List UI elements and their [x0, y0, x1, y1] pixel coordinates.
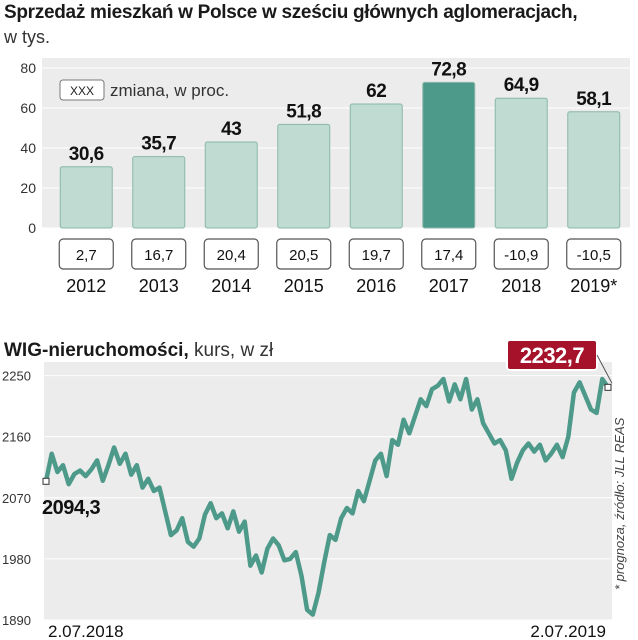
- bar-value-label: 35,7: [141, 134, 176, 155]
- y-tick-label: 0: [28, 220, 36, 236]
- bar-value-label: 51,8: [286, 101, 321, 122]
- y-tick-label: 1980: [2, 552, 31, 567]
- bar-value-label: 30,6: [69, 144, 104, 165]
- x-label-end: 2.07.2019: [530, 622, 606, 640]
- bar-value-label: 64,9: [504, 75, 539, 96]
- change-label: 19,7: [362, 247, 391, 264]
- y-tick-label: 60: [20, 100, 36, 116]
- y-tick-label: 2070: [2, 491, 31, 506]
- change-box: [421, 238, 477, 270]
- bar-value-label: 58,1: [576, 89, 612, 110]
- legend-box-label: XXX: [70, 84, 94, 98]
- wig-series-line: [43, 376, 611, 617]
- x-category-label: 2012: [66, 276, 106, 296]
- x-category-label: 2015: [284, 276, 324, 296]
- x-label-start: 2.07.2018: [48, 622, 124, 640]
- change-box: [348, 238, 404, 270]
- change-box: [58, 238, 114, 270]
- wig-title: WIG-nieruchomości, kurs, w zł: [4, 340, 273, 362]
- y-tick-label: 20: [20, 180, 36, 196]
- change-label: -10,9: [504, 247, 538, 264]
- y-tick-label: 2160: [2, 430, 31, 445]
- bar: [422, 81, 476, 229]
- change-label: 17,4: [434, 247, 463, 264]
- legend-box: [59, 79, 105, 101]
- bar-value-label: 43: [221, 119, 241, 140]
- y-tick-label: 1890: [2, 613, 31, 628]
- x-category-label: 2019*: [570, 276, 617, 296]
- bar: [349, 103, 403, 229]
- bar: [567, 111, 621, 229]
- y-tick-label: 40: [20, 140, 36, 156]
- last-point-marker: [604, 383, 612, 391]
- change-label: 16,7: [144, 247, 173, 264]
- bar-value-label: 72,8: [431, 59, 466, 80]
- change-box: [131, 238, 187, 270]
- chart-title: Sprzedaż mieszkań w Polsce w sześciu głó…: [4, 2, 578, 23]
- first-value-label: 2094,3: [42, 497, 101, 519]
- wig-title-bold: WIG-nieruchomości,: [4, 340, 189, 361]
- line-plot-background: [44, 362, 612, 620]
- x-category-label: 2016: [356, 276, 396, 296]
- bar: [494, 97, 548, 229]
- bar-chart: 0 20 40 60 80 XXX zmiana, w proc. 30,6 2,7 2012 35…: [20, 58, 630, 296]
- change-label: 2,7: [76, 247, 97, 264]
- change-label: 20,5: [289, 247, 318, 264]
- y-tick-label: 80: [20, 60, 36, 76]
- x-category-label: 2014: [211, 276, 251, 296]
- bar: [204, 141, 258, 229]
- x-category-label: 2017: [429, 276, 469, 296]
- source-note: * prognoza, źródło: JLL REAS: [612, 417, 627, 590]
- change-box: [493, 238, 549, 270]
- change-box: [566, 238, 622, 270]
- wig-title-rest: kurs, w zł: [194, 340, 274, 361]
- bar-value-label: 62: [366, 81, 386, 102]
- x-category-label: 2013: [139, 276, 179, 296]
- bar: [132, 156, 186, 229]
- change-box: [276, 238, 332, 270]
- chart-unit: w tys.: [4, 27, 51, 47]
- bar: [277, 123, 331, 229]
- change-label: -10,5: [577, 247, 611, 264]
- x-category-label: 2018: [501, 276, 541, 296]
- change-box: [203, 238, 259, 270]
- change-label: 20,4: [217, 247, 246, 264]
- last-value-label: 2232,7: [520, 343, 585, 368]
- bar: [59, 166, 113, 229]
- last-value-leader: [596, 354, 613, 384]
- first-point-marker: [42, 477, 50, 485]
- legend-text: zmiana, w proc.: [110, 81, 229, 100]
- y-tick-label: 2250: [2, 369, 31, 384]
